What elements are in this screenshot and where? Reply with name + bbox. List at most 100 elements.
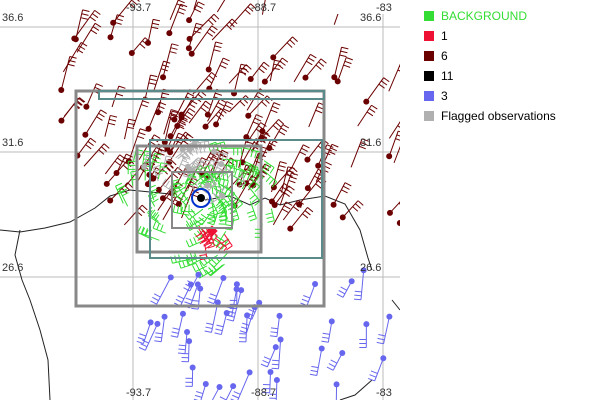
station-dot bbox=[270, 184, 277, 191]
wind-barb bbox=[181, 90, 207, 115]
wind-barb bbox=[187, 157, 209, 189]
station-dot bbox=[141, 163, 148, 170]
wind-barb bbox=[205, 108, 227, 127]
station-dot bbox=[360, 267, 367, 274]
station-dot bbox=[247, 76, 254, 83]
lat-label: 36.6 bbox=[2, 12, 23, 24]
wind-barb bbox=[206, 202, 216, 224]
station-dot bbox=[159, 195, 166, 202]
station-dot bbox=[271, 202, 278, 209]
station-dot bbox=[187, 281, 194, 288]
wind-barb bbox=[62, 42, 88, 73]
legend-item: 3 bbox=[424, 86, 600, 106]
wind-barb bbox=[112, 0, 140, 24]
wind-barb bbox=[205, 232, 215, 249]
wind-barb bbox=[307, 139, 329, 160]
wind-barb bbox=[224, 289, 238, 317]
wind-barb bbox=[138, 323, 158, 351]
wind-barb bbox=[238, 167, 251, 181]
wind-barb bbox=[148, 101, 167, 130]
station-dot bbox=[186, 338, 193, 345]
wind-barb bbox=[293, 53, 317, 83]
station-dot bbox=[167, 133, 174, 140]
wind-barb bbox=[183, 274, 199, 292]
legend-swatch bbox=[424, 91, 434, 101]
wind-barb bbox=[61, 97, 85, 121]
wind-barb bbox=[136, 322, 152, 345]
wind-barb bbox=[232, 175, 247, 190]
wind-barb bbox=[76, 137, 97, 156]
wind-barb bbox=[207, 277, 224, 305]
station-dot bbox=[266, 144, 273, 151]
wind-barb bbox=[261, 119, 285, 139]
wind-barb bbox=[319, 143, 339, 173]
wind-barb bbox=[152, 221, 166, 234]
station-dot bbox=[304, 156, 311, 163]
wind-barb bbox=[262, 169, 278, 188]
wind-barb bbox=[388, 63, 400, 92]
wind-barb bbox=[211, 164, 225, 178]
wind-barb bbox=[170, 313, 184, 338]
wind-barb bbox=[203, 179, 220, 189]
station-dot bbox=[220, 275, 227, 282]
station-dot bbox=[72, 36, 79, 43]
wind-barb bbox=[206, 149, 229, 179]
station-dot bbox=[312, 281, 319, 288]
station-dot bbox=[184, 329, 191, 336]
station-dot bbox=[179, 310, 186, 317]
lat-label: 26.6 bbox=[2, 262, 23, 274]
wind-barb bbox=[175, 148, 192, 160]
wind-barb bbox=[230, 190, 244, 209]
wind-barb bbox=[158, 166, 184, 191]
station-dot bbox=[155, 186, 162, 193]
wind-barb bbox=[177, 331, 188, 355]
wind-barb bbox=[127, 160, 136, 175]
station-dot bbox=[204, 111, 211, 118]
station-dot bbox=[174, 122, 181, 129]
nest-domain bbox=[149, 139, 323, 259]
wind-barb bbox=[172, 178, 182, 198]
station-dot bbox=[216, 383, 223, 390]
wind-barb bbox=[221, 158, 242, 168]
station-dot bbox=[155, 109, 162, 116]
wind-barb bbox=[248, 186, 261, 206]
wind-barb bbox=[188, 1, 205, 21]
wind-barb bbox=[198, 171, 215, 182]
wind-barb bbox=[161, 178, 175, 193]
station-dot bbox=[386, 313, 393, 320]
legend-swatch bbox=[424, 111, 434, 121]
wind-barb bbox=[168, 3, 188, 34]
wind-barb bbox=[137, 226, 153, 240]
domain-edge bbox=[98, 90, 325, 100]
station-dot bbox=[204, 182, 211, 189]
legend-label: 6 bbox=[441, 49, 448, 63]
station-dot bbox=[339, 350, 346, 357]
wind-barb bbox=[185, 237, 203, 248]
station-dot bbox=[287, 225, 294, 232]
wind-barb bbox=[201, 149, 223, 176]
legend-swatch bbox=[424, 11, 434, 21]
wind-barb bbox=[184, 174, 196, 189]
wind-barb bbox=[76, 22, 102, 53]
legend-item: 6 bbox=[424, 46, 600, 66]
wind-barb bbox=[289, 207, 314, 229]
station-dot bbox=[302, 74, 309, 81]
wind-barb bbox=[233, 63, 248, 94]
wind-barb bbox=[181, 186, 201, 219]
wind-barb bbox=[123, 204, 148, 226]
wind-barb bbox=[376, 316, 390, 345]
wind-barb bbox=[193, 383, 207, 400]
legend-label: 3 bbox=[441, 89, 448, 103]
lon-label: -88.7 bbox=[251, 387, 276, 399]
wind-barb bbox=[115, 182, 126, 204]
station-dot bbox=[167, 274, 174, 281]
wind-barb bbox=[204, 302, 219, 333]
legend-item: 1 bbox=[424, 26, 600, 46]
lon-label: -83 bbox=[376, 2, 392, 14]
wind-barb bbox=[147, 163, 174, 185]
wind-barb bbox=[188, 100, 212, 124]
wind-barb bbox=[282, 199, 304, 221]
station-dot bbox=[83, 103, 90, 110]
wind-barb bbox=[205, 264, 224, 276]
